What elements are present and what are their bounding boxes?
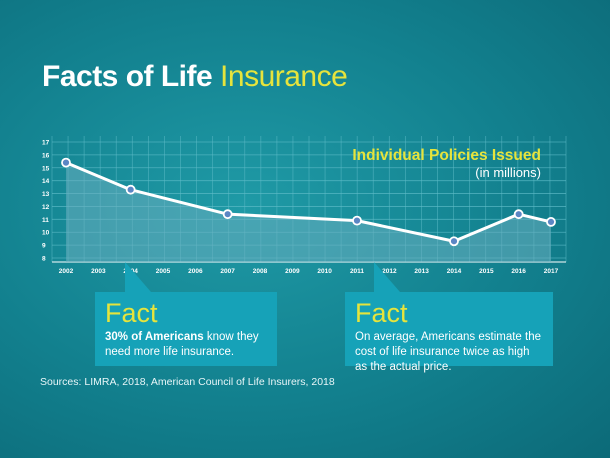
data-point <box>352 215 362 226</box>
fact-1-bold: 30% of Americans <box>105 331 204 343</box>
fact-1-text: 30% of Americans know they need more lif… <box>105 330 267 360</box>
data-point <box>546 217 556 227</box>
fact-2-heading: Fact <box>355 298 408 328</box>
x-tick-label: 2007 <box>220 268 235 275</box>
fact-2-text: On average, Americans estimate the cost … <box>355 331 542 373</box>
fact-callout-1: Fact 30% of Americans know they need mor… <box>95 292 277 366</box>
chart-title: Individual Policies Issued <box>352 147 541 164</box>
sources-note: Sources: LIMRA, 2018, American Council o… <box>40 376 335 388</box>
data-point <box>222 209 233 220</box>
fact-2-tail <box>374 262 400 292</box>
y-tick-label: 13 <box>42 191 50 198</box>
y-tick-label: 15 <box>42 165 50 172</box>
x-tick-labels: 2002 2003 2004 2005 2006 2007 2008 2009 2010 2011… <box>59 268 559 275</box>
x-tick-label: 2015 <box>479 268 494 275</box>
fact-1-heading: Fact <box>105 298 158 328</box>
x-tick-label: 2016 <box>511 268 526 275</box>
fact-callout-2: Fact On average, Americans estimate the … <box>345 292 553 373</box>
y-tick-label: 11 <box>42 217 49 224</box>
fact-1-tail <box>125 262 151 292</box>
x-tick-label: 2003 <box>91 268 106 275</box>
x-tick-label: 2017 <box>544 268 559 275</box>
data-point <box>513 209 524 220</box>
fact-1-body: know they need more life insurance. <box>105 331 259 358</box>
y-tick-label: 12 <box>42 204 50 211</box>
y-tick-label: 17 <box>42 140 50 147</box>
y-tick-label: 10 <box>42 230 50 237</box>
x-tick-label: 2013 <box>414 268 429 275</box>
y-tick-labels: 8 9 10 11 12 13 14 15 16 17 <box>42 140 50 263</box>
x-tick-label: 2006 <box>188 268 203 275</box>
x-tick-label: 2002 <box>59 268 74 275</box>
data-point <box>125 184 136 195</box>
chart-subtitle: (in millions) <box>475 165 541 180</box>
title-main: Facts of Life <box>42 60 213 93</box>
x-tick-label: 2011 <box>350 268 364 275</box>
x-tick-label: 2009 <box>285 268 300 275</box>
x-tick-label: 2005 <box>156 268 171 275</box>
data-points <box>61 157 556 247</box>
page-title: Facts of Life Insurance <box>42 60 348 94</box>
y-tick-label: 9 <box>42 243 46 250</box>
y-tick-label: 14 <box>42 178 50 185</box>
data-point <box>61 157 71 168</box>
y-tick-label: 16 <box>42 152 50 159</box>
x-tick-label: 2014 <box>447 268 462 275</box>
x-tick-label: 2010 <box>317 268 332 275</box>
title-highlight: Insurance <box>220 60 348 93</box>
data-point <box>449 236 459 247</box>
y-tick-label: 8 <box>42 256 46 263</box>
x-tick-label: 2008 <box>253 268 268 275</box>
